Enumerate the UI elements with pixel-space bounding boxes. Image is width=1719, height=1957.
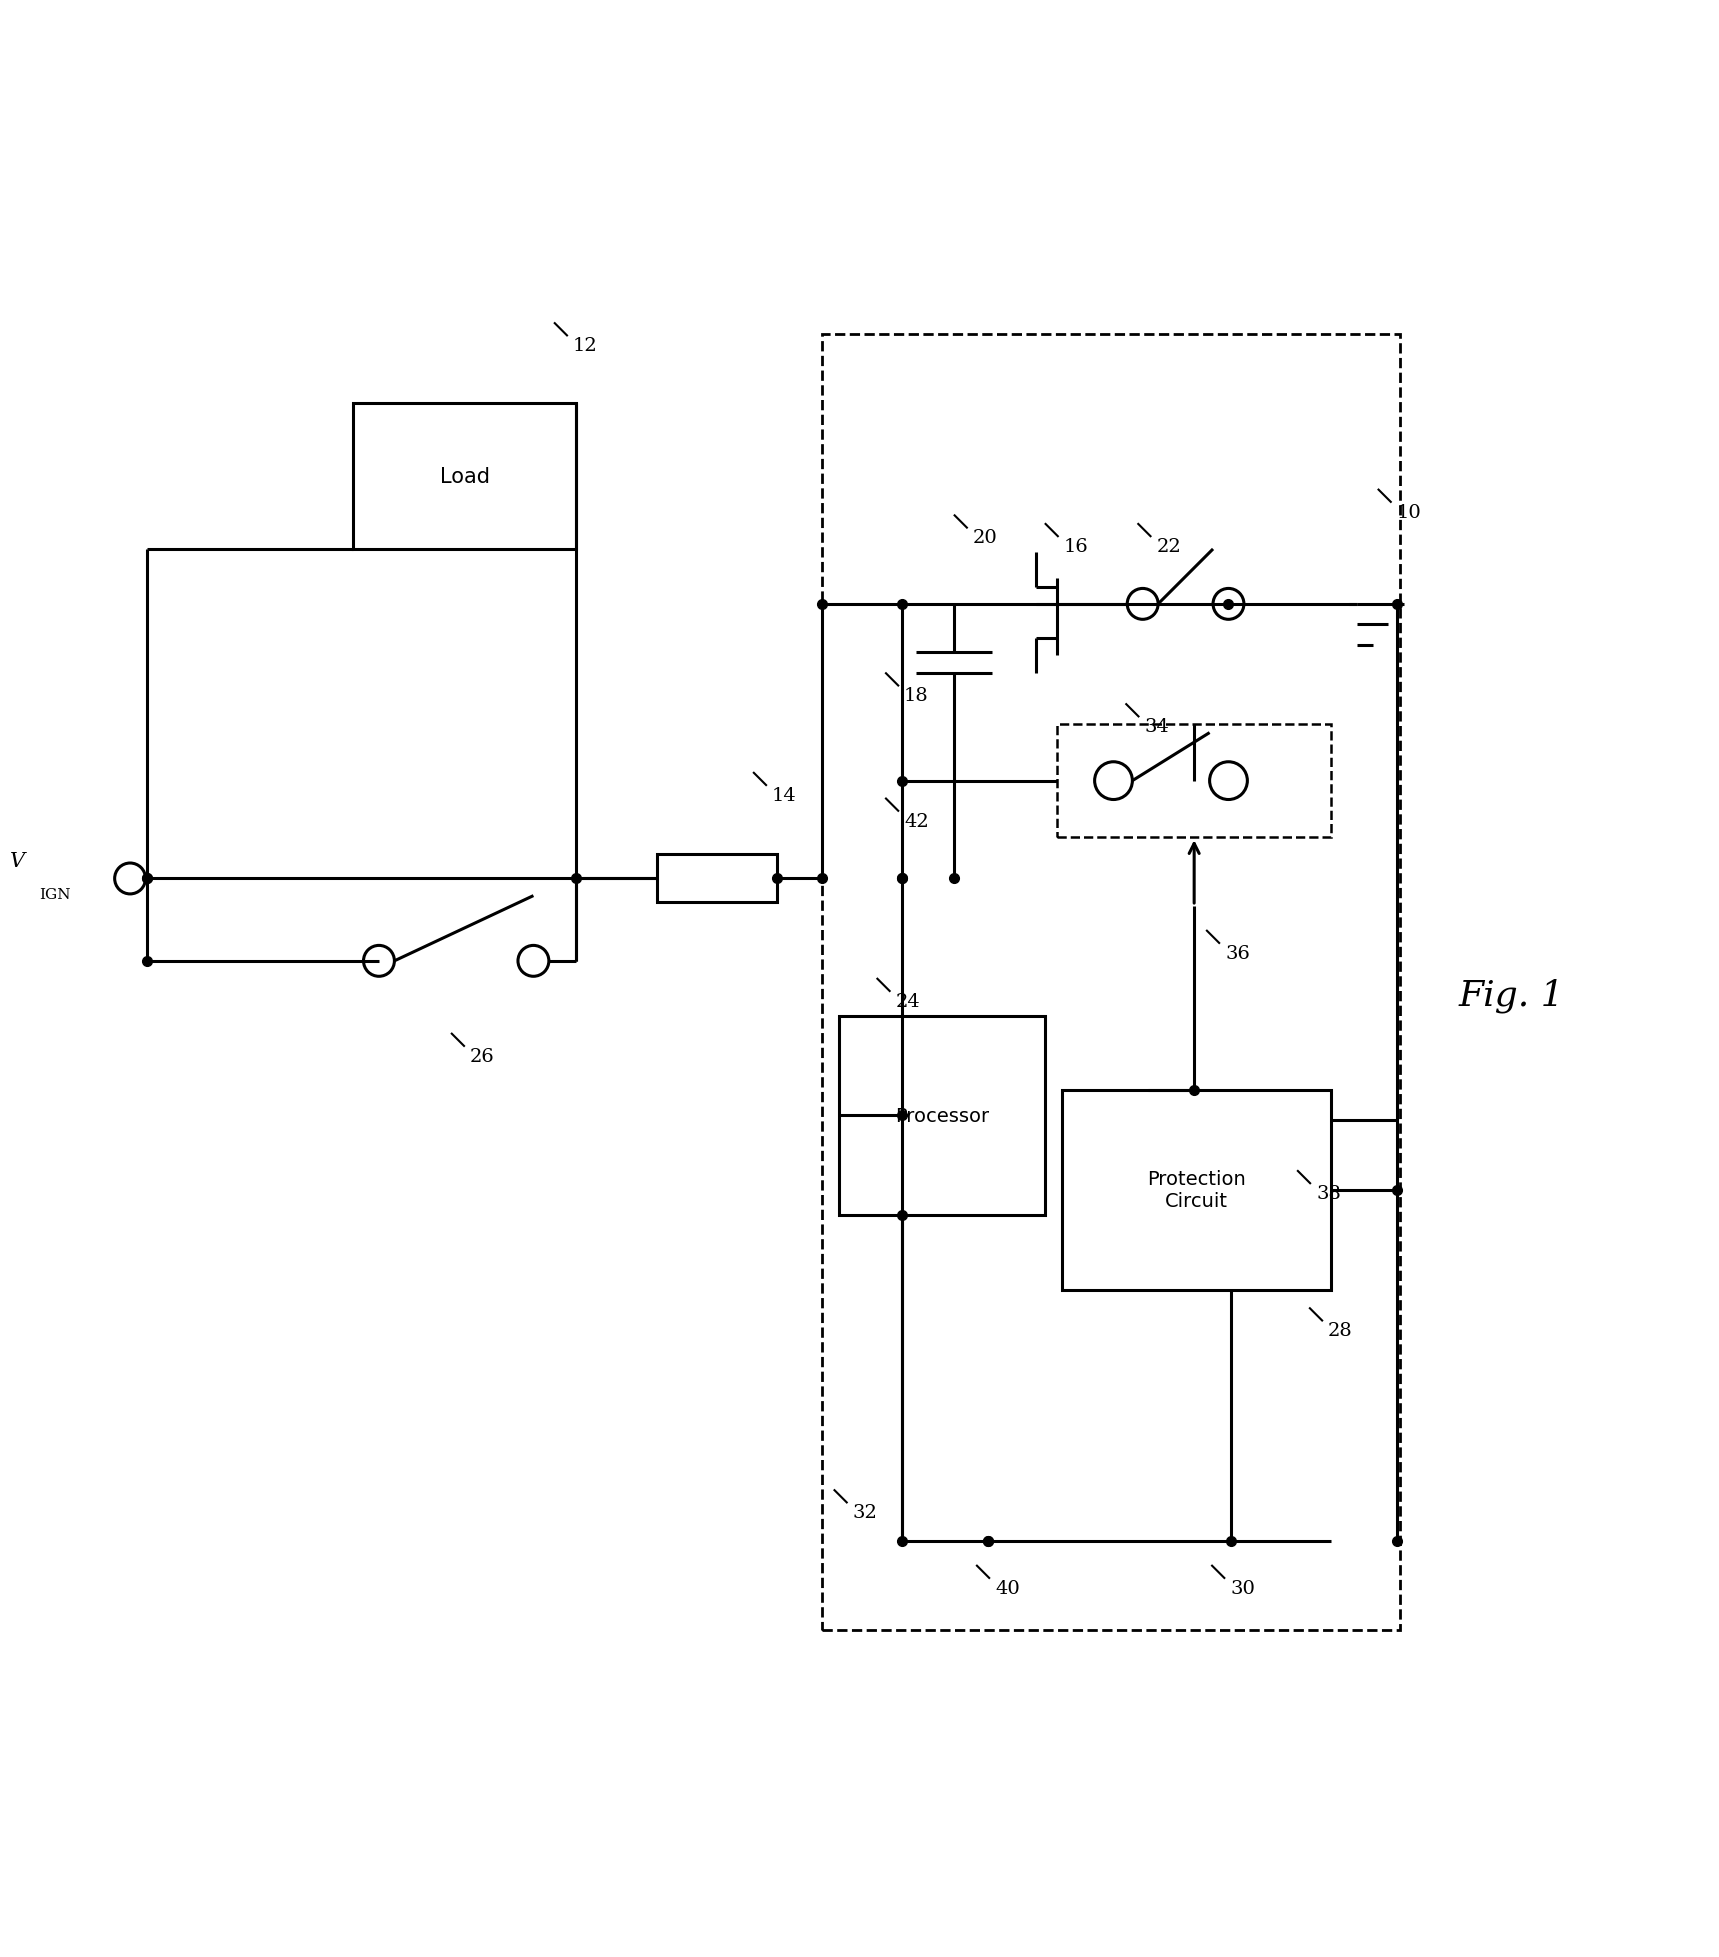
Text: V: V [10,851,26,871]
Text: 12: 12 [572,337,598,354]
Text: 16: 16 [1064,538,1088,556]
Bar [1062,1090,1332,1292]
Bar [657,855,777,902]
Text: 36: 36 [1226,943,1250,963]
Text: 34: 34 [1145,718,1169,736]
Text: Load: Load [440,468,490,487]
Text: 30: 30 [1231,1579,1255,1597]
Text: 18: 18 [904,687,928,705]
Text: 38: 38 [1317,1184,1341,1202]
Text: 28: 28 [1329,1321,1353,1339]
Bar [352,403,576,550]
Text: IGN: IGN [40,888,70,902]
Text: 10: 10 [1396,503,1422,521]
Text: Protection
Circuit: Protection Circuit [1147,1170,1246,1211]
Text: 26: 26 [469,1047,495,1065]
Text: 42: 42 [904,812,928,830]
Text: Processor: Processor [896,1106,988,1125]
Bar [839,1016,1045,1215]
Bar [822,335,1399,1630]
Bar [1057,724,1332,838]
Text: 32: 32 [853,1503,877,1521]
Text: 14: 14 [772,787,796,804]
Text: 20: 20 [973,528,997,548]
Text: Fig. 1: Fig. 1 [1459,978,1564,1014]
Text: 24: 24 [896,992,920,1010]
Text: 40: 40 [995,1579,1019,1597]
Text: 22: 22 [1157,538,1181,556]
